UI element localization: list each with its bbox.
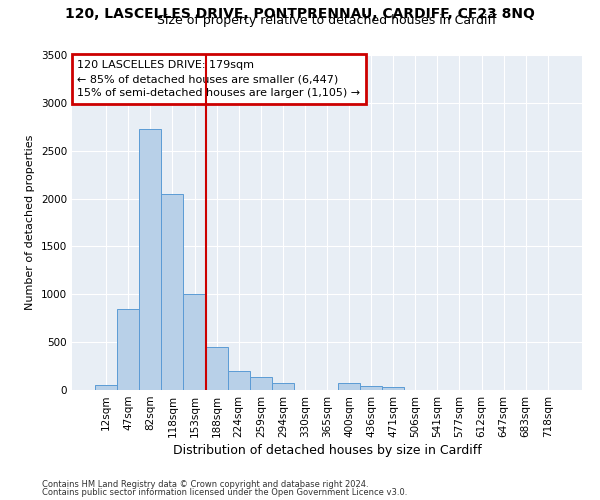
Text: 120, LASCELLES DRIVE, PONTPRENNAU, CARDIFF, CF23 8NQ: 120, LASCELLES DRIVE, PONTPRENNAU, CARDI… [65, 8, 535, 22]
X-axis label: Distribution of detached houses by size in Cardiff: Distribution of detached houses by size … [173, 444, 481, 457]
Bar [382, 387, 404, 390]
Bar [272, 384, 294, 390]
Bar [250, 376, 272, 390]
Bar [227, 371, 250, 390]
Bar [161, 194, 184, 390]
Text: Contains public sector information licensed under the Open Government Licence v3: Contains public sector information licen… [42, 488, 407, 497]
Bar [360, 386, 382, 390]
Bar [117, 308, 139, 390]
Bar [139, 129, 161, 390]
Bar [206, 347, 227, 390]
Text: 120 LASCELLES DRIVE: 179sqm
← 85% of detached houses are smaller (6,447)
15% of : 120 LASCELLES DRIVE: 179sqm ← 85% of det… [77, 60, 360, 98]
Y-axis label: Number of detached properties: Number of detached properties [25, 135, 35, 310]
Bar [184, 294, 206, 390]
Bar [95, 385, 117, 390]
Title: Size of property relative to detached houses in Cardiff: Size of property relative to detached ho… [157, 14, 497, 28]
Bar [338, 384, 360, 390]
Text: Contains HM Land Registry data © Crown copyright and database right 2024.: Contains HM Land Registry data © Crown c… [42, 480, 368, 489]
